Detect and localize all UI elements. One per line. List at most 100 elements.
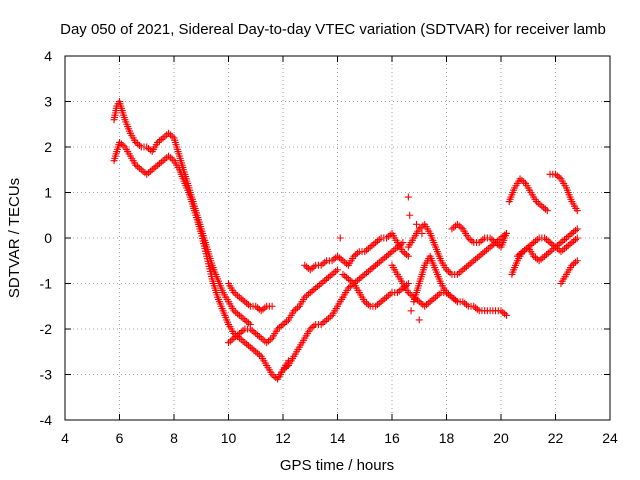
y-tick-label: -4	[40, 412, 53, 428]
data-point	[332, 267, 340, 275]
data-point	[146, 167, 154, 175]
data-point	[383, 293, 391, 301]
data-point	[243, 340, 251, 348]
data-point	[479, 236, 487, 244]
data-point	[241, 316, 249, 324]
data-point	[464, 261, 472, 269]
data-point	[352, 251, 360, 259]
x-tick-label: 14	[330, 430, 346, 446]
data-point	[135, 164, 143, 172]
data-point	[395, 287, 403, 295]
data-point	[237, 336, 245, 344]
x-axis-label: GPS time / hours	[280, 457, 394, 474]
x-tick-label: 20	[493, 430, 509, 446]
data-point	[475, 252, 483, 260]
data-point	[473, 305, 481, 313]
data-point	[381, 254, 389, 262]
data-point	[403, 251, 411, 259]
data-point	[330, 255, 338, 263]
data-point	[326, 272, 334, 280]
data-point	[370, 240, 378, 248]
data-point	[370, 263, 378, 271]
data-point	[546, 239, 554, 247]
data-point	[468, 258, 476, 266]
data-point	[430, 295, 438, 303]
data-point	[544, 237, 552, 245]
data-point	[520, 178, 528, 186]
data-point	[418, 229, 426, 237]
data-point	[330, 269, 338, 277]
data-point	[155, 160, 163, 168]
data-point	[535, 257, 543, 265]
data-point	[165, 129, 173, 137]
data-point	[457, 223, 465, 231]
data-point	[472, 304, 480, 312]
data-point	[450, 223, 458, 231]
data-point	[292, 305, 300, 313]
data-point	[570, 260, 578, 268]
data-point	[315, 281, 323, 289]
data-point	[119, 141, 127, 149]
data-point	[542, 236, 550, 244]
x-tick-label: 16	[384, 430, 400, 446]
data-point	[254, 304, 262, 312]
data-point	[433, 292, 441, 300]
data-point	[165, 152, 173, 160]
x-tick-label: 4	[61, 430, 69, 446]
data-point	[248, 345, 256, 353]
data-point	[537, 255, 545, 263]
data-point	[571, 258, 579, 266]
data-point	[424, 299, 432, 307]
data-point	[232, 290, 240, 298]
data-point	[310, 322, 318, 330]
data-point	[135, 141, 143, 149]
data-point	[453, 298, 461, 306]
data-point	[384, 232, 392, 240]
data-point	[426, 298, 434, 306]
data-point	[157, 135, 165, 143]
data-point	[450, 295, 458, 303]
data-point	[561, 245, 569, 253]
data-point	[564, 232, 572, 240]
x-tick-label: 24	[602, 430, 618, 446]
data-point	[444, 290, 452, 298]
data-point	[257, 334, 265, 342]
data-point	[542, 251, 550, 259]
data-point	[457, 267, 465, 275]
data-point	[522, 245, 530, 253]
data-point	[446, 269, 454, 277]
data-point	[415, 316, 423, 324]
data-point	[234, 292, 242, 300]
data-point	[368, 242, 376, 250]
data-point	[538, 202, 546, 210]
data-point	[555, 173, 563, 181]
data-point	[275, 323, 283, 331]
data-point	[237, 313, 245, 321]
data-point	[421, 302, 429, 310]
data-point	[571, 236, 579, 244]
data-point	[366, 243, 374, 251]
data-point	[241, 298, 249, 306]
data-point	[145, 145, 153, 153]
data-point	[417, 299, 425, 307]
data-point	[255, 351, 263, 359]
data-point	[366, 266, 374, 274]
data-point	[435, 290, 443, 298]
data-point	[321, 258, 329, 266]
data-point	[143, 170, 151, 178]
data-point	[561, 236, 569, 244]
data-point	[239, 327, 247, 335]
data-point	[308, 264, 316, 272]
data-point	[243, 299, 251, 307]
data-point	[268, 302, 276, 310]
y-tick-label: -3	[40, 367, 53, 383]
data-point	[264, 337, 272, 345]
data-point	[152, 163, 160, 171]
data-point	[146, 146, 154, 154]
data-point	[466, 260, 474, 268]
data-point	[237, 328, 245, 336]
data-point	[301, 261, 309, 269]
data-point	[312, 284, 320, 292]
data-point	[461, 264, 469, 272]
